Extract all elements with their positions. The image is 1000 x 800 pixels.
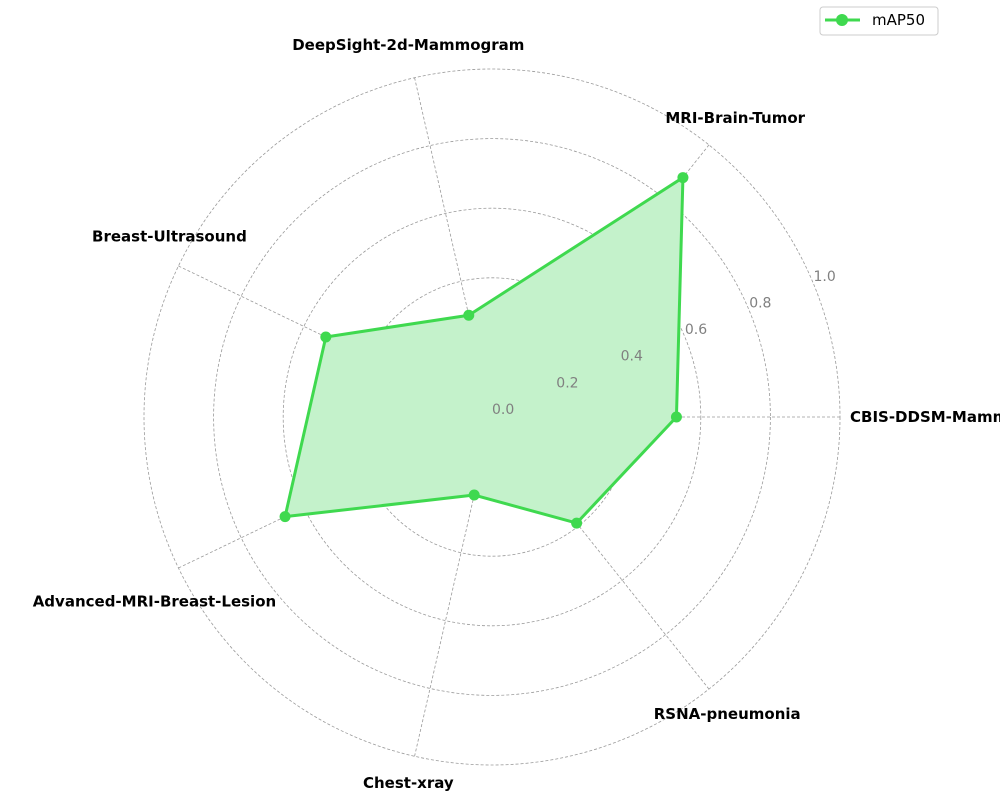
- category-labels: CBIS-DDSM-Mammogram MRI-Brain-Tumor DeepSi…: [33, 36, 1000, 792]
- series-line: [283, 176, 685, 525]
- radial-tick-label: 0.8: [749, 295, 771, 311]
- radial-tick-labels: 0.0 0.2 0.4 0.6 0.8 1.0: [492, 269, 836, 418]
- radial-tick-label: 1.0: [814, 269, 836, 285]
- data-point: [463, 309, 475, 321]
- series-fill: [285, 177, 683, 524]
- data-area: [279, 172, 689, 529]
- data-point: [677, 172, 689, 184]
- category-label: RSNA-pneumonia: [654, 705, 801, 723]
- category-label: Breast-Ultrasound: [92, 228, 247, 246]
- grid-ring: [213, 138, 771, 696]
- legend-box: [819, 6, 939, 36]
- radial-tick-label: 0.0: [492, 402, 514, 418]
- data-point: [279, 511, 291, 523]
- grid-ring: [282, 207, 702, 627]
- radial-tick-label: 0.2: [556, 375, 578, 391]
- radial-tick-label: 0.4: [621, 349, 643, 365]
- data-point: [468, 489, 480, 501]
- legend-label: mAP50: [872, 11, 925, 29]
- category-label: DeepSight-2d-Mammogram: [292, 36, 524, 54]
- category-label: CBIS-DDSM-Mammogram: [850, 408, 1000, 426]
- category-label: Chest-xray: [363, 774, 454, 792]
- data-point: [670, 411, 682, 423]
- data-point: [320, 331, 332, 343]
- legend: mAP50: [819, 6, 939, 36]
- category-label: MRI-Brain-Tumor: [665, 109, 805, 127]
- data-point: [571, 517, 583, 529]
- radial-tick-label: 0.6: [685, 322, 707, 338]
- category-label: Advanced-MRI-Breast-Lesion: [33, 592, 276, 610]
- legend-marker: [836, 14, 848, 26]
